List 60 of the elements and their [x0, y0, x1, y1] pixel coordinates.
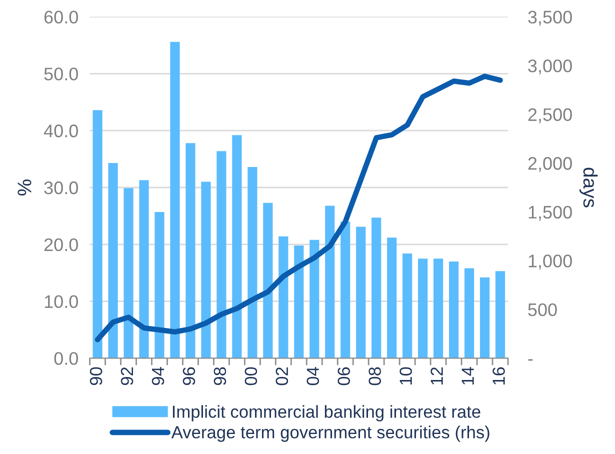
bar — [356, 226, 366, 358]
y2-tick-label: 2,500 — [528, 108, 572, 124]
y2-tick-label: 500 — [528, 303, 557, 316]
bar — [154, 212, 164, 358]
bar — [387, 238, 397, 358]
bar — [340, 222, 350, 358]
bar — [480, 277, 490, 358]
x-tick-label: 02 — [276, 367, 288, 386]
y2-tick-label: 2,000 — [528, 157, 572, 172]
y2-tick-label: - — [528, 359, 533, 361]
x-tick-label: 08 — [368, 367, 381, 386]
y2-axis-title: days — [579, 168, 598, 208]
x-tick-label: 90 — [90, 367, 102, 386]
x-tick-label: 98 — [214, 367, 226, 386]
bar — [325, 206, 335, 358]
bar — [186, 143, 196, 358]
x-tick-label: 96 — [182, 367, 196, 386]
bar — [139, 180, 149, 358]
x-tick-label: 12 — [430, 367, 443, 385]
bar — [170, 42, 180, 358]
bar — [372, 218, 382, 358]
bar — [124, 188, 134, 358]
y-tick-label: 10.0 — [44, 295, 78, 308]
bar — [433, 258, 444, 358]
bar — [294, 246, 304, 358]
x-tick-label: 92 — [120, 367, 134, 386]
bar — [418, 258, 428, 358]
x-tick-label: 06 — [338, 367, 350, 386]
bar — [448, 261, 459, 358]
y-tick-label: 50.0 — [44, 68, 78, 80]
y-tick-label: 60.0 — [44, 10, 78, 24]
bar — [232, 135, 242, 358]
x-tick-label: 14 — [462, 367, 474, 385]
bar — [495, 271, 506, 358]
y-tick-label: 30.0 — [44, 181, 78, 194]
bar — [248, 167, 258, 358]
bar — [263, 202, 273, 358]
x-tick-label: 16 — [492, 367, 505, 385]
bar — [278, 236, 288, 358]
y-tick-label: 0.0 — [54, 352, 78, 365]
y-axis-title: % — [18, 180, 32, 196]
x-tick-label: 10 — [400, 367, 412, 385]
x-tick-label: 00 — [244, 367, 258, 386]
bar — [310, 240, 320, 358]
y2-tick-label: 3,500 — [528, 10, 572, 26]
y-tick-label: 40.0 — [44, 124, 78, 138]
y2-tick-label: 1,000 — [528, 254, 572, 270]
x-tick-label: 94 — [152, 367, 164, 386]
y2-tick-label: 3,000 — [528, 60, 572, 74]
legend-label: Implicit commercial banking interest rate — [172, 405, 480, 422]
bar — [464, 268, 474, 358]
bar — [402, 254, 412, 358]
bar — [216, 151, 226, 358]
bar — [108, 163, 118, 358]
x-tick-label: 04 — [306, 367, 320, 386]
bar — [92, 110, 102, 358]
bar — [201, 182, 211, 358]
y-tick-label: 20.0 — [44, 238, 78, 252]
legend-label: Average term government securities (rhs) — [171, 426, 490, 442]
y2-tick-label: 1,500 — [528, 206, 572, 221]
